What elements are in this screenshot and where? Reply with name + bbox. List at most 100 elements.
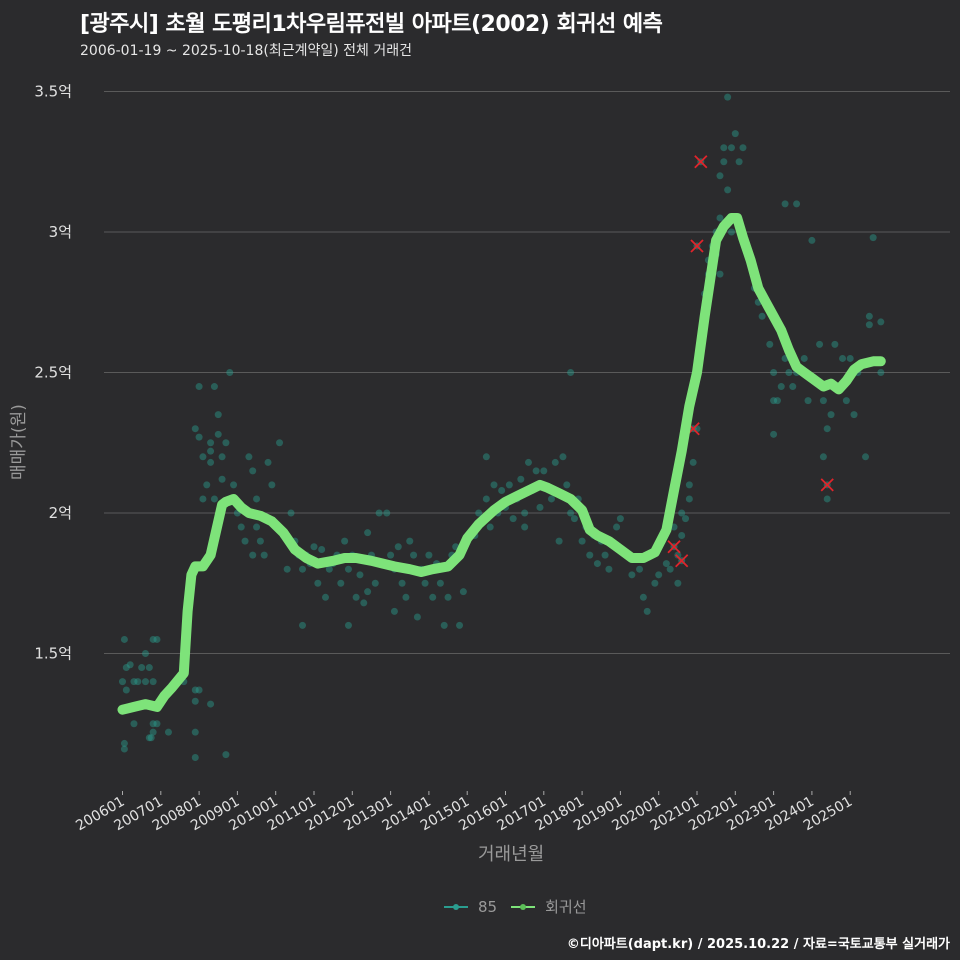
data-point	[199, 453, 207, 461]
data-point	[375, 509, 383, 517]
data-point	[390, 607, 398, 615]
data-point	[360, 599, 368, 607]
data-point	[636, 565, 644, 573]
y-tick-label: 1.5억	[34, 645, 72, 663]
data-point	[120, 739, 128, 747]
data-point	[685, 495, 693, 503]
data-point	[570, 515, 578, 523]
data-point	[191, 728, 199, 736]
x-axis-label: 거래년월	[478, 844, 545, 865]
data-points	[119, 93, 885, 761]
data-point	[674, 579, 682, 587]
data-point	[394, 543, 402, 551]
data-point	[318, 546, 326, 554]
data-point	[456, 621, 464, 629]
regression-line	[117, 213, 886, 715]
data-point	[777, 383, 785, 391]
data-point	[421, 579, 429, 587]
data-point	[436, 579, 444, 587]
data-point	[578, 537, 586, 545]
data-point	[440, 621, 448, 629]
data-point	[344, 621, 352, 629]
data-point	[195, 433, 203, 441]
legend-key-line-icon	[511, 899, 536, 915]
data-point	[689, 458, 697, 466]
data-point	[218, 453, 226, 461]
data-point	[406, 537, 414, 545]
data-point	[134, 678, 142, 686]
data-point	[716, 270, 724, 278]
legend-label: 85	[478, 897, 498, 916]
data-point	[823, 425, 831, 433]
data-point	[126, 661, 134, 669]
data-point	[551, 458, 559, 466]
data-point	[425, 551, 433, 559]
chart-subtitle: 2006-01-19 ~ 2025-10-18(최근계약일) 전체 거래건	[80, 43, 412, 59]
data-point	[199, 495, 207, 503]
data-point	[222, 751, 230, 759]
data-point	[517, 475, 525, 483]
legend-key-points-icon	[444, 899, 468, 915]
data-point	[616, 515, 624, 523]
y-axis-label: 매매가(원)	[9, 404, 29, 480]
cancelled-x-icon	[667, 540, 681, 554]
data-point	[490, 481, 498, 489]
data-point	[593, 560, 601, 568]
data-point	[141, 650, 149, 657]
data-point	[877, 318, 885, 326]
data-point	[498, 487, 506, 495]
data-point	[241, 537, 249, 545]
data-point	[766, 340, 774, 348]
data-point	[321, 593, 329, 601]
data-point	[145, 734, 153, 742]
data-point	[662, 560, 670, 568]
data-point	[210, 383, 218, 391]
data-point	[509, 515, 517, 523]
data-point	[540, 467, 548, 475]
data-point	[536, 503, 544, 511]
data-point	[532, 467, 540, 475]
data-point	[639, 593, 647, 601]
y-axis-ticks: 1.5억 2억 2.5억 3억 3.5억	[34, 83, 72, 663]
data-point	[119, 678, 126, 686]
data-point	[727, 144, 735, 152]
data-point	[563, 481, 571, 489]
data-point	[475, 509, 483, 517]
data-point	[793, 200, 801, 208]
data-point	[505, 481, 513, 489]
data-point	[249, 551, 257, 559]
data-point	[770, 369, 778, 376]
data-point	[314, 579, 322, 587]
data-point	[120, 635, 128, 643]
data-point	[827, 411, 835, 419]
data-point	[276, 439, 284, 447]
data-point	[781, 200, 789, 208]
data-point	[862, 453, 870, 461]
data-point	[482, 453, 490, 461]
cancelled-markers	[667, 155, 834, 568]
data-point	[865, 312, 873, 320]
data-point	[195, 686, 203, 694]
footer-credit: ©디아파트(dapt.kr) / 2025.10.22 / 자료=국토교통부 실…	[566, 937, 950, 952]
y-tick-label: 3억	[49, 223, 72, 241]
data-point	[555, 537, 563, 545]
data-point	[758, 312, 766, 320]
data-point	[356, 571, 364, 579]
data-point	[724, 93, 732, 101]
x-axis-ticks: 2006012007012008012009012010012011012012…	[73, 791, 855, 834]
data-point	[222, 439, 230, 447]
data-point	[364, 529, 372, 537]
data-point	[214, 411, 222, 419]
cancelled-x-icon	[820, 478, 834, 492]
data-point	[149, 728, 157, 736]
legend-item-regression: 회귀선	[511, 896, 587, 917]
data-point	[651, 579, 659, 587]
data-point	[613, 523, 621, 531]
data-point	[770, 397, 778, 405]
data-point	[230, 481, 238, 489]
data-point	[413, 613, 421, 621]
data-point	[191, 697, 199, 705]
data-point	[521, 509, 529, 517]
data-point	[678, 531, 686, 539]
data-point	[524, 458, 532, 466]
